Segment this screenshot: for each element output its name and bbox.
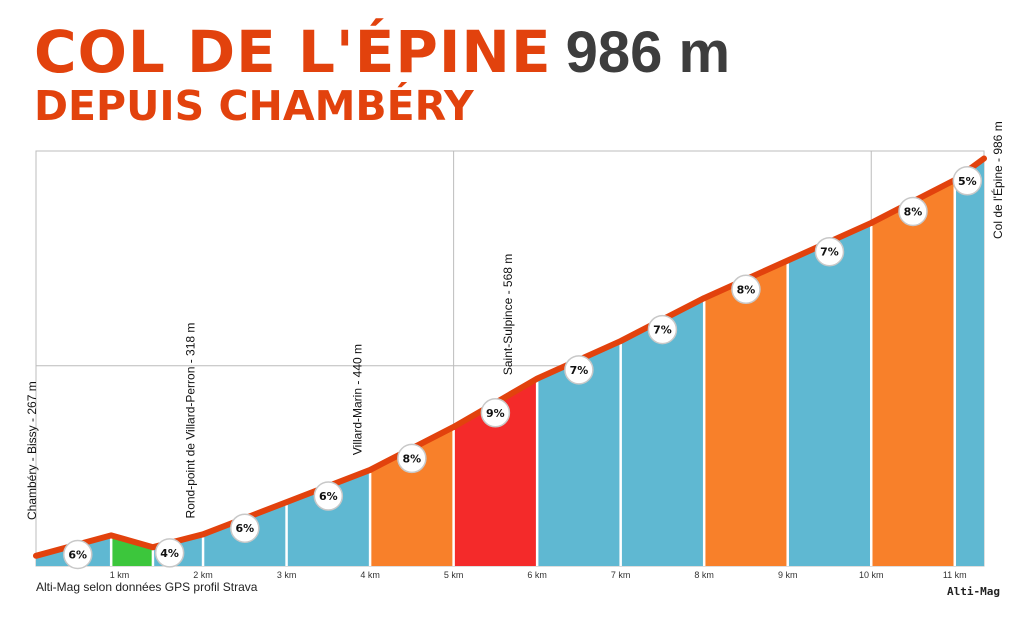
grade-label: 7% (814, 236, 845, 267)
gradient-segment (787, 222, 872, 566)
x-tick-label: 10 km (859, 570, 884, 580)
chart-title: COL DE L'ÉPINE (34, 18, 552, 86)
x-tick-label: 11 km (943, 570, 967, 580)
waypoint-label: Chambéry - Bissy - 267 m (25, 381, 39, 520)
grade-text: 6% (319, 490, 338, 503)
grade-badge (397, 443, 427, 474)
x-tick-label: 9 km (778, 570, 798, 580)
grade-label: 5% (952, 166, 983, 196)
grade-badge (63, 539, 93, 570)
x-tick-label: 8 km (694, 570, 714, 580)
waypoint-label: Saint-Sulpince - 568 m (501, 254, 515, 375)
gradient-segment (286, 469, 371, 566)
source-credit: Alti-Mag selon données GPS profil Strava (36, 580, 258, 594)
waypoint-label: Rond-point de Villard-Perron - 318 m (184, 323, 198, 519)
grade-text: 8% (904, 205, 923, 218)
grade-badge (814, 236, 845, 267)
brand-logo: Alti-Mag (947, 585, 1000, 598)
waypoint-label: Villard-Marin - 440 m (351, 344, 365, 455)
x-tick-label: 7 km (611, 570, 631, 580)
grade-badge (480, 398, 511, 428)
gradient-segment (111, 535, 153, 566)
grade-text: 7% (570, 364, 589, 377)
x-tick-label: 3 km (277, 570, 297, 580)
gradient-segment (453, 378, 538, 566)
grade-label: 7% (647, 314, 678, 345)
grade-text: 6% (68, 548, 87, 561)
x-tick-label: 6 km (527, 570, 547, 580)
grade-text: 4% (160, 547, 179, 560)
x-tick-label: 5 km (444, 570, 464, 580)
grade-badge (313, 481, 344, 511)
grade-text: 6% (235, 522, 254, 535)
x-tick-label: 4 km (360, 570, 380, 580)
grade-badge (154, 538, 185, 568)
chart-subtitle: DEPUIS CHAMBÉRY (34, 82, 474, 130)
grade-label: 8% (397, 443, 427, 474)
grade-label: 7% (564, 355, 594, 385)
grade-badge (230, 513, 260, 543)
grade-label: 8% (898, 196, 928, 227)
summit-altitude: 986 m (565, 20, 731, 85)
x-tick-label: 2 km (193, 570, 213, 580)
grade-text: 7% (653, 324, 672, 337)
grade-badge (731, 274, 761, 305)
grade-badge (564, 355, 594, 385)
waypoint-label: Col de l'Épine - 986 m (990, 121, 1005, 239)
grade-label: 4% (154, 538, 185, 568)
gradient-segment (871, 179, 955, 566)
gradient-segment (537, 341, 621, 566)
grade-text: 7% (820, 246, 839, 259)
grade-label: 6% (313, 481, 344, 511)
x-tick-label: 1 km (110, 570, 130, 580)
grade-badge (647, 314, 678, 345)
grade-text: 9% (486, 407, 505, 420)
title-row: COL DE L'ÉPINE 986 m (34, 18, 730, 86)
grade-label: 6% (230, 513, 260, 543)
grade-label: 9% (480, 398, 511, 428)
grade-badge (952, 166, 983, 196)
grade-label: 6% (63, 539, 93, 570)
grade-label: 8% (731, 274, 761, 305)
grade-text: 8% (737, 283, 756, 296)
gradient-segment (704, 260, 788, 566)
grade-badge (898, 196, 928, 227)
grade-text: 5% (958, 175, 977, 188)
gradient-segment (620, 298, 705, 566)
grade-text: 8% (403, 452, 422, 465)
gradient-segment (954, 158, 984, 566)
